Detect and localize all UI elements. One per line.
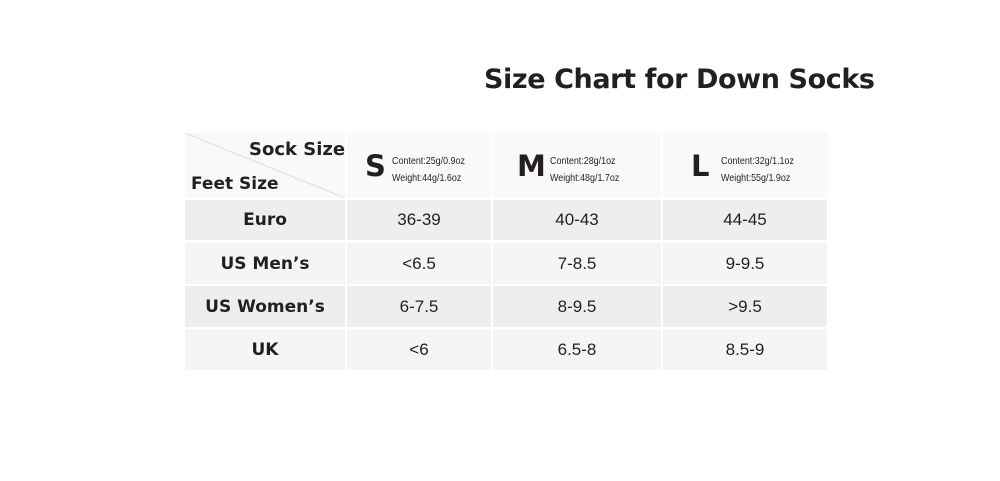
table-cell: <6.5: [347, 243, 491, 284]
table-cell: 44-45: [663, 200, 827, 240]
size-weight: Weight:48g/1.7oz: [550, 172, 620, 184]
table-cell: 36-39: [347, 200, 491, 240]
row-label-euro: Euro: [185, 200, 345, 240]
row-label-uk: UK: [185, 329, 345, 370]
size-content: Content:32g/1.1oz: [721, 155, 794, 167]
size-letter: S: [365, 149, 386, 183]
table-cell: 8-9.5: [493, 286, 661, 327]
size-content: Content:25g/0.9oz: [392, 155, 465, 167]
table-cell: <6: [347, 329, 491, 370]
table-cell: 9-9.5: [663, 243, 827, 284]
size-header-s: S Content:25g/0.9oz Weight:44g/1.6oz: [347, 133, 491, 198]
table-cell: 7-8.5: [493, 243, 661, 284]
size-letter: M: [517, 149, 546, 183]
size-spec: Content:32g/1.1oz Weight:55g/1.9oz: [721, 153, 794, 187]
feet-size-header: Feet Size: [191, 174, 279, 194]
table-cell: 6-7.5: [347, 286, 491, 327]
table-cell: >9.5: [663, 286, 827, 327]
size-content: Content:28g/1oz: [550, 155, 616, 167]
row-label-us-women: US Women’s: [185, 286, 345, 327]
page-title: Size Chart for Down Socks: [484, 64, 875, 95]
table-cell: 6.5-8: [493, 329, 661, 370]
size-header-m: M Content:28g/1oz Weight:48g/1.7oz: [493, 133, 661, 198]
table-cell: 8.5-9: [663, 329, 827, 370]
corner-header-cell: Sock Size Feet Size: [185, 133, 345, 198]
table-cell: 40-43: [493, 200, 661, 240]
size-weight: Weight:55g/1.9oz: [721, 172, 791, 184]
sock-size-header: Sock Size: [249, 139, 346, 160]
size-letter: L: [691, 149, 710, 183]
size-weight: Weight:44g/1.6oz: [392, 172, 462, 184]
row-label-us-men: US Men’s: [185, 243, 345, 284]
size-spec: Content:28g/1oz Weight:48g/1.7oz: [550, 153, 619, 187]
size-header-l: L Content:32g/1.1oz Weight:55g/1.9oz: [663, 133, 827, 198]
size-spec: Content:25g/0.9oz Weight:44g/1.6oz: [392, 153, 465, 187]
